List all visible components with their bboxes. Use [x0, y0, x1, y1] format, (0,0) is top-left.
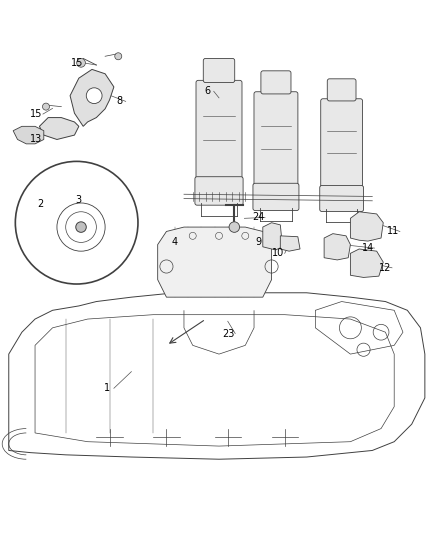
- Polygon shape: [13, 126, 44, 144]
- Text: 15: 15: [71, 58, 83, 68]
- FancyBboxPatch shape: [254, 92, 298, 188]
- Polygon shape: [280, 236, 300, 251]
- FancyBboxPatch shape: [327, 79, 356, 101]
- Circle shape: [115, 53, 122, 60]
- FancyBboxPatch shape: [196, 80, 242, 181]
- FancyBboxPatch shape: [203, 59, 235, 83]
- Text: 8: 8: [116, 96, 122, 107]
- Text: 9: 9: [255, 237, 261, 247]
- Text: 2: 2: [38, 199, 44, 209]
- Circle shape: [77, 59, 85, 67]
- FancyBboxPatch shape: [87, 206, 115, 221]
- Text: 6: 6: [204, 86, 210, 96]
- Circle shape: [42, 103, 49, 110]
- Polygon shape: [70, 69, 114, 126]
- Text: 13: 13: [30, 134, 42, 143]
- Text: 10: 10: [272, 248, 284, 259]
- Text: 15: 15: [30, 109, 42, 119]
- Text: 14: 14: [362, 243, 374, 253]
- Circle shape: [76, 222, 86, 232]
- Text: 3: 3: [75, 195, 81, 205]
- Circle shape: [229, 222, 240, 232]
- Polygon shape: [39, 118, 79, 140]
- FancyBboxPatch shape: [320, 185, 364, 212]
- Text: 12: 12: [379, 263, 392, 273]
- Polygon shape: [263, 223, 283, 250]
- Text: 23: 23: [223, 328, 235, 338]
- FancyBboxPatch shape: [195, 177, 243, 205]
- Circle shape: [15, 161, 138, 284]
- FancyBboxPatch shape: [261, 71, 291, 94]
- FancyBboxPatch shape: [253, 183, 299, 211]
- Polygon shape: [350, 249, 383, 278]
- Text: 24: 24: [252, 213, 265, 222]
- Text: 1: 1: [104, 383, 110, 393]
- Polygon shape: [324, 233, 350, 260]
- Text: 11: 11: [387, 227, 399, 237]
- FancyBboxPatch shape: [321, 99, 363, 190]
- Polygon shape: [158, 227, 272, 297]
- Text: 4: 4: [171, 237, 177, 247]
- Polygon shape: [350, 212, 383, 241]
- Circle shape: [86, 88, 102, 103]
